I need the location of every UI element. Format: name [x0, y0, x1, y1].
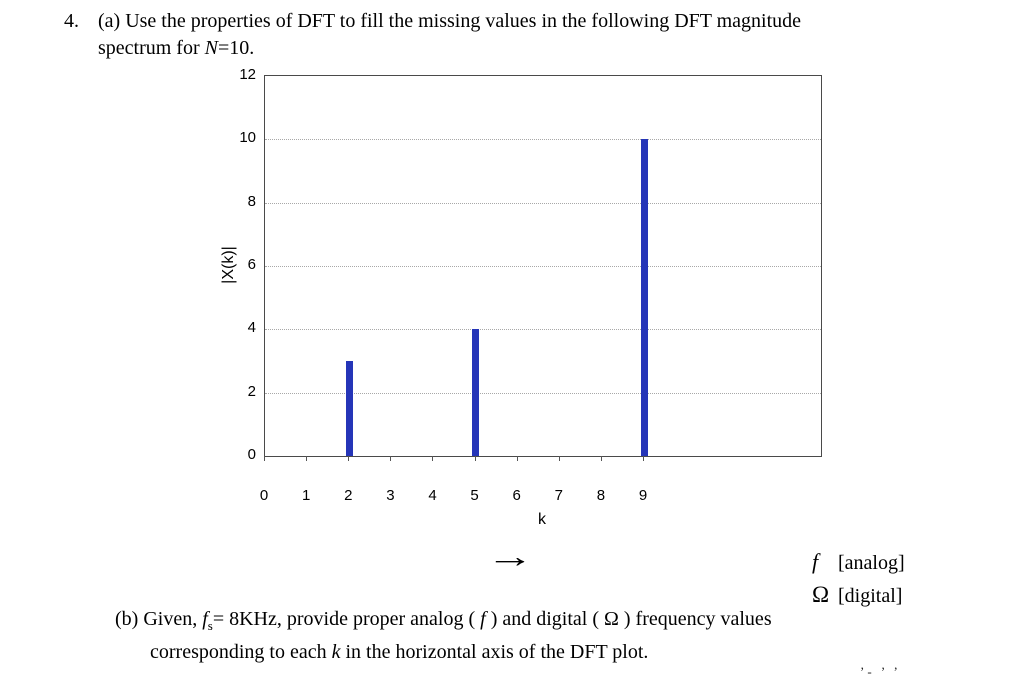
x-tick-mark-1 [306, 456, 308, 461]
x-tick-mark-9 [643, 456, 645, 461]
x-tick-label-6: 6 [512, 487, 521, 504]
y-tick-label-0: 0 [247, 446, 256, 463]
gridline-y4 [265, 329, 821, 331]
part-a-line2-suffix: =10. [217, 37, 255, 59]
problem-4-text: 4. (a) Use the properties of DFT to fill… [64, 8, 904, 62]
x-tick-label-0: 0 [259, 487, 269, 504]
x-tick-mark-7 [558, 456, 560, 461]
stem-k2 [345, 361, 353, 456]
part-b-prefix: (b) Given, [115, 608, 203, 630]
analog-frequency-row: f [analog] [812, 546, 905, 579]
x-tick-label-3: 3 [386, 487, 395, 504]
y-tick-label-6: 6 [247, 256, 256, 273]
x-tick-mark-0 [264, 456, 265, 461]
right-arrow-annotation: → [486, 538, 534, 574]
x-tick-label-8: 8 [596, 487, 606, 504]
symbol-k: k [331, 641, 341, 663]
y-tick-label-10: 10 [239, 129, 256, 147]
digital-frequency-row: Ω [digital] [812, 579, 905, 612]
y-tick-label-8: 8 [247, 192, 256, 210]
part-b-line2-suffix: in the horizontal axis of the DFT plot. [340, 641, 649, 663]
gridline-y2 [265, 392, 821, 394]
x-tick-label-2: 2 [344, 487, 353, 504]
y-tick-label-2: 2 [247, 382, 256, 400]
x-tick-label-7: 7 [554, 487, 564, 504]
part-a-line2: spectrum for N=10. [98, 35, 904, 62]
part-a-line1: (a) Use the properties of DFT to fill th… [98, 8, 904, 35]
part-b-line1: (b) Given, fs= 8KHz, provide proper anal… [115, 608, 772, 634]
symbol-N: N [204, 37, 218, 59]
x-tick-mark-2 [348, 456, 350, 461]
y-tick-label-12: 12 [239, 66, 256, 83]
gridline-y8 [265, 202, 821, 204]
part-b-line2-prefix: corresponding to each [150, 641, 332, 663]
digital-label: [digital] [838, 585, 903, 607]
analog-label: [analog] [838, 552, 905, 574]
plot-area [264, 75, 822, 457]
symbol-fs-sub: s [207, 618, 213, 633]
x-tick-mark-4 [432, 456, 434, 461]
x-tick-label-5: 5 [470, 487, 479, 504]
part-b-mid1: = 8KHz, provide proper analog ( [212, 608, 481, 630]
x-tick-mark-5 [474, 456, 476, 461]
x-tick-label-4: 4 [428, 487, 437, 504]
x-tick-mark-3 [390, 456, 392, 461]
symbol-f: f [812, 549, 819, 574]
symbol-omega: Ω [812, 582, 830, 607]
problem-number: 4. [64, 10, 79, 32]
x-tick-label-9: 9 [638, 487, 648, 504]
x-tick-mark-8 [600, 456, 602, 461]
symbol-omega-inline: Ω [604, 608, 619, 630]
x-tick-mark-6 [516, 456, 518, 461]
part-a-line2-prefix: spectrum for [98, 37, 205, 59]
part-a-line1-text: (a) Use the properties of DFT to fill th… [98, 10, 802, 32]
cropped-text-fragment: ’- ’ ’ [860, 664, 901, 679]
part-b-suffix: ) frequency values [618, 608, 772, 630]
part-a-body: (a) Use the properties of DFT to fill th… [98, 8, 904, 62]
part-b-mid2: ) and digital ( [485, 608, 605, 630]
symbol-f-inline: f [480, 608, 486, 630]
gridline-y10 [265, 139, 821, 141]
x-tick-label-1: 1 [301, 487, 311, 504]
frequency-legend: f [analog] Ω [digital] [812, 546, 905, 612]
y-tick-label-4: 4 [247, 319, 256, 337]
part-b-line2: corresponding to each k in the horizonta… [150, 641, 648, 664]
gridline-y6 [265, 266, 821, 267]
x-axis-label: k [538, 511, 546, 528]
stem-k9 [640, 139, 648, 456]
stem-k5 [472, 329, 480, 456]
symbol-fs: f [202, 608, 208, 630]
